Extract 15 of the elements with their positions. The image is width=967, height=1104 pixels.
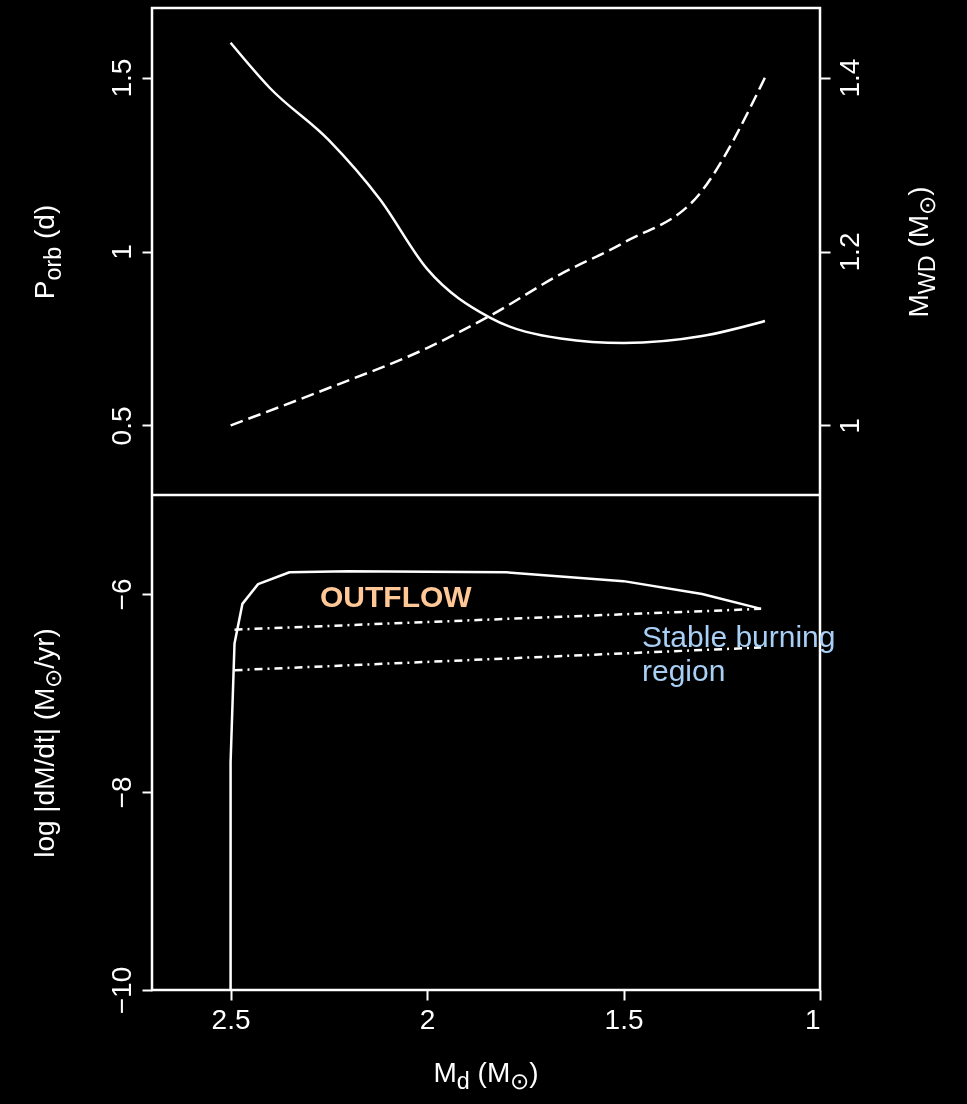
y2-tick-label: 1 bbox=[833, 418, 865, 434]
y-tick-label: −10 bbox=[105, 966, 137, 1015]
y-tick-label: 0.5 bbox=[105, 406, 137, 446]
y2-tick-label: 1.4 bbox=[833, 58, 865, 98]
x-tick-label: 1 bbox=[804, 1003, 821, 1035]
x-tick-label: 2 bbox=[419, 1003, 436, 1035]
y-tick-label: 1.5 bbox=[105, 58, 137, 98]
y-tick-label: −8 bbox=[105, 776, 137, 809]
x-axis-title: M$_{d}$ (M$_{⊙}$) bbox=[433, 1057, 539, 1095]
x-tick-label: 1.5 bbox=[604, 1003, 644, 1035]
annotation: OUTFLOW bbox=[320, 580, 472, 614]
y2-tick-label: 1.2 bbox=[833, 232, 865, 272]
y-tick-label: 1 bbox=[105, 244, 137, 260]
y-tick-label: −6 bbox=[105, 578, 137, 611]
x-tick-label: 2.5 bbox=[211, 1003, 251, 1035]
